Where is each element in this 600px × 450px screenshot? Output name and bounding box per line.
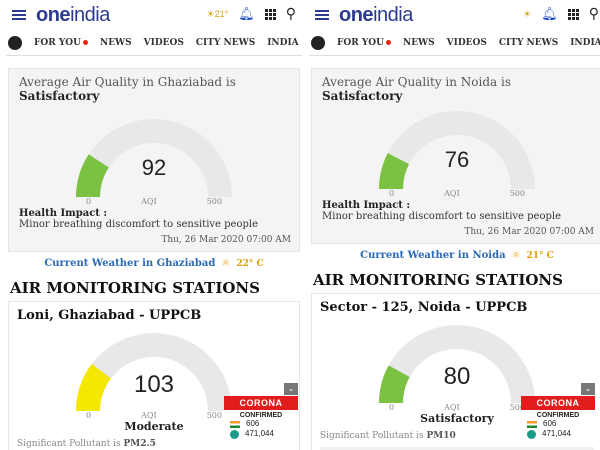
india-count: 606 (543, 419, 557, 428)
aqi-summary-card: Average Air Quality in Noida is Satisfac… (311, 68, 600, 244)
station-name: Sector - 125, Noida - UPPCB (320, 300, 528, 315)
confirmed-label: CONFIRMED (536, 412, 580, 419)
nav-tab-news[interactable]: NEWS (99, 37, 132, 48)
world-count: 471,044 (542, 429, 571, 438)
aqi-summary-title: Average Air Quality in Noida is Satisfac… (322, 75, 512, 103)
brand-icon[interactable] (8, 35, 22, 50)
aqi-gauge-arc (76, 333, 232, 411)
corona-widget[interactable]: ⌄ CORONA CONFIRMED 606 471,044 (224, 383, 298, 439)
gauge-label: AQI (444, 189, 460, 198)
brand-icon[interactable] (311, 35, 325, 50)
screen-ghaziabad: oneindia ☀21° 🔔︎ ⚲ FOR YOU NEWS VIDEOS CITY… (6, 0, 302, 450)
aqi-gauge-arc (379, 111, 535, 189)
gauge-max: 500 (509, 189, 525, 198)
hamburger-menu-icon[interactable] (315, 10, 329, 20)
gauge-min: 0 (86, 411, 92, 420)
station-name: Loni, Ghaziabad - UPPCB (17, 308, 202, 323)
section-heading: AIR MONITORING STATIONS (313, 271, 563, 289)
weather-temp: 21° (214, 8, 229, 19)
search-icon[interactable]: ⚲ (285, 6, 296, 22)
gauge-max: 500 (206, 197, 222, 206)
gauge-label: AQI (141, 411, 157, 420)
timestamp: Thu, 26 Mar 2020 07:00 AM (161, 235, 291, 245)
globe-icon (527, 429, 536, 439)
nav-tab-city-news[interactable]: CITY NEWS (498, 37, 559, 48)
screen-noida: oneindia ☀ 🔔︎ ⚲ FOR YOU NEWS VIDEOS CITY NE… (309, 0, 600, 450)
corona-title: CORONA (224, 396, 298, 410)
pollutant-table-header: PollutantAvgMin (320, 447, 594, 450)
corona-widget[interactable]: ⌄ CORONA CONFIRMED 606 471,044 (521, 383, 595, 439)
health-impact: Health Impact : Minor breathing discomfor… (19, 208, 258, 230)
significant-pollutant: Significant Pollutant is PM2.5 (17, 439, 156, 449)
chevron-down-icon[interactable]: ⌄ (284, 383, 298, 395)
nav-tab-videos[interactable]: VIDEOS (143, 37, 184, 48)
weather-temp: 22° C (236, 258, 264, 269)
current-weather-link[interactable]: Current Weather in Ghaziabad ☼ 22° C (44, 258, 264, 269)
section-heading: AIR MONITORING STATIONS (10, 279, 260, 297)
aqi-status: Satisfactory (19, 89, 100, 103)
health-impact: Health Impact : Minor breathing discomfor… (322, 200, 561, 222)
aqi-gauge: 92 (74, 117, 234, 197)
bell-icon[interactable]: 🔔︎ (541, 6, 558, 22)
station-aqi-gauge: 80 (377, 323, 537, 403)
current-weather-link[interactable]: Current Weather in Noida ☼ 21° C (360, 250, 554, 261)
india-flag-icon (230, 420, 240, 428)
gauge-min: 0 (389, 403, 395, 412)
nav-tab-india[interactable]: INDIA (267, 37, 299, 48)
gauge-max: 500 (206, 411, 222, 420)
gauge-max: 500 (509, 403, 525, 412)
station-category: Moderate (124, 420, 184, 433)
weather-icon[interactable]: ☀21° (206, 8, 229, 19)
aqi-value: 92 (141, 155, 167, 180)
india-flag-icon (527, 420, 537, 428)
nav-tab-for-you[interactable]: FOR YOU (34, 38, 88, 48)
corona-title: CORONA (521, 396, 595, 410)
station-aqi-value: 80 (443, 363, 471, 390)
new-dot-icon (82, 39, 88, 45)
gauge-min: 0 (389, 189, 395, 198)
apps-grid-icon[interactable] (264, 8, 276, 20)
world-count: 471,044 (245, 429, 274, 438)
nav-tab-city-news[interactable]: CITY NEWS (195, 37, 256, 48)
sun-cloud-icon: ☼ (221, 258, 231, 269)
station-aqi-value: 103 (133, 371, 175, 398)
aqi-status: Satisfactory (322, 89, 403, 103)
nav-tab-for-you[interactable]: FOR YOU (337, 38, 391, 48)
aqi-gauge-arc (379, 325, 535, 403)
search-icon[interactable]: ⚲ (588, 6, 599, 22)
timestamp: Thu, 26 Mar 2020 07:00 AM (464, 227, 594, 237)
aqi-summary-card: Average Air Quality in Ghaziabad is Sati… (8, 68, 300, 252)
nav-tab-news[interactable]: NEWS (402, 37, 435, 48)
weather-icon[interactable]: ☀ (523, 8, 532, 19)
aqi-gauge: 76 (377, 109, 537, 189)
aqi-gauge-arc (76, 119, 232, 197)
top-bar: oneindia ☀ 🔔︎ ⚲ (309, 0, 600, 30)
aqi-summary-title: Average Air Quality in Ghaziabad is Sati… (19, 75, 236, 103)
aqi-value: 76 (444, 147, 470, 172)
hamburger-menu-icon[interactable] (12, 10, 26, 20)
significant-pollutant: Significant Pollutant is PM10 (320, 431, 456, 441)
new-dot-icon (385, 39, 391, 45)
gauge-label: AQI (444, 403, 460, 412)
gauge-min: 0 (86, 197, 92, 206)
weather-temp: 21° C (526, 250, 554, 261)
sun-cloud-icon: ☼ (511, 250, 521, 261)
apps-grid-icon[interactable] (567, 8, 579, 20)
gauge-label: AQI (141, 197, 157, 206)
nav-tab-videos[interactable]: VIDEOS (446, 37, 487, 48)
top-bar: oneindia ☀21° 🔔︎ ⚲ (6, 0, 302, 30)
oneindia-logo[interactable]: oneindia (36, 3, 110, 26)
india-count: 606 (246, 419, 260, 428)
nav-tab-india[interactable]: INDIA (570, 37, 600, 48)
globe-icon (230, 429, 239, 439)
confirmed-label: CONFIRMED (239, 412, 283, 419)
station-category: Satisfactory (420, 412, 494, 425)
oneindia-logo[interactable]: oneindia (339, 3, 413, 26)
station-aqi-gauge: 103 (74, 331, 234, 411)
chevron-down-icon[interactable]: ⌄ (581, 383, 595, 395)
category-nav: FOR YOU NEWS VIDEOS CITY NEWS INDIA (6, 30, 302, 56)
bell-icon[interactable]: 🔔︎ (238, 6, 255, 22)
category-nav: FOR YOU NEWS VIDEOS CITY NEWS INDIA (309, 30, 600, 56)
